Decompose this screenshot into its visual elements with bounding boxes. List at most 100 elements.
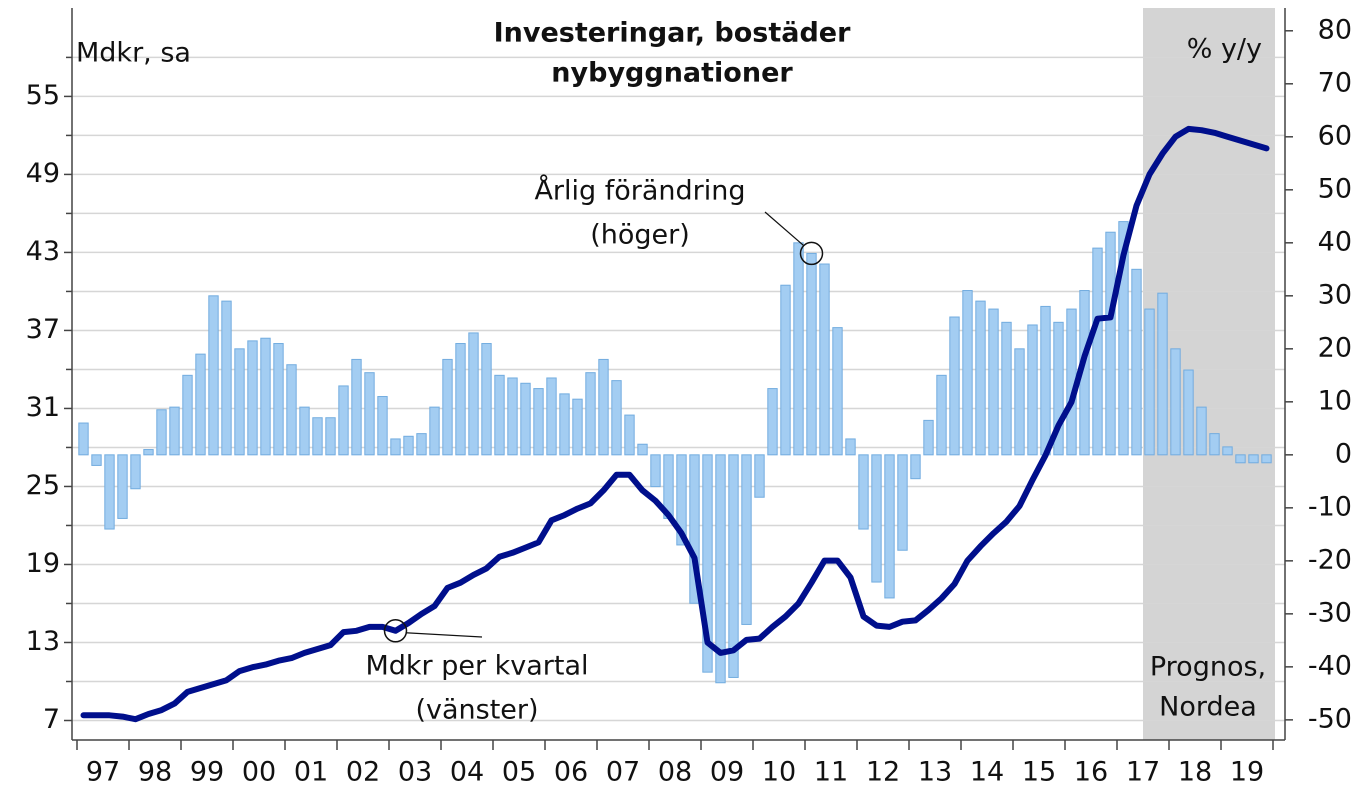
bar	[299, 406, 310, 456]
bar	[429, 406, 440, 456]
x-tick-label: 08	[658, 757, 692, 788]
bar	[624, 414, 635, 456]
bar	[988, 308, 999, 456]
bar	[1092, 247, 1103, 456]
bar	[676, 454, 687, 546]
bar	[1222, 446, 1233, 456]
x-tick-label: 97	[86, 757, 120, 788]
bar	[169, 406, 180, 456]
bar	[91, 454, 102, 466]
bar	[364, 372, 375, 456]
y2-tick-label: 70	[1318, 67, 1352, 98]
bar	[1248, 454, 1259, 464]
bar	[247, 340, 258, 456]
bar	[286, 364, 297, 456]
bar	[130, 454, 141, 490]
bar	[572, 398, 583, 456]
x-tick-label: 02	[346, 757, 380, 788]
bar	[585, 372, 596, 456]
x-tick-label: 16	[1074, 757, 1108, 788]
bar	[741, 454, 752, 625]
callout-line	[405, 632, 483, 638]
y2-tick-label: -50	[1308, 703, 1352, 734]
y2-axis-label: % y/y	[1187, 34, 1262, 65]
bar	[910, 454, 921, 480]
forecast-label: Prognos,	[1150, 652, 1266, 683]
bar	[468, 332, 479, 456]
bar	[1118, 221, 1129, 456]
callout-line	[764, 211, 804, 246]
bar	[1053, 321, 1064, 456]
bar	[312, 417, 323, 456]
bar	[923, 419, 934, 456]
bar	[1235, 454, 1246, 464]
bar	[806, 252, 817, 456]
y2-tick-label: -10	[1308, 491, 1352, 522]
bar	[1131, 268, 1142, 456]
x-tick-label: 19	[1230, 757, 1264, 788]
y2-tick-label: -40	[1308, 650, 1352, 681]
y2-tick-label: -30	[1308, 597, 1352, 628]
bar	[1209, 433, 1220, 456]
x-tick-label: 07	[606, 757, 640, 788]
bar	[221, 300, 232, 456]
annotation: (vänster)	[415, 695, 538, 726]
bar	[234, 348, 245, 456]
x-tick-label: 98	[138, 757, 172, 788]
bar	[338, 385, 349, 456]
x-tick-label: 12	[866, 757, 900, 788]
x-tick-label: 15	[1022, 757, 1056, 788]
bar	[1001, 321, 1012, 456]
y-tick-label: 37	[26, 314, 60, 345]
bar	[78, 422, 89, 456]
bar	[845, 438, 856, 456]
bar	[819, 263, 830, 456]
bar	[494, 374, 505, 456]
x-tick-label: 01	[294, 757, 328, 788]
bar	[533, 388, 544, 456]
x-tick-label: 18	[1178, 757, 1212, 788]
callout-circle	[383, 619, 408, 643]
bar	[195, 353, 206, 456]
bar	[143, 449, 154, 456]
bar	[455, 343, 466, 456]
bar	[182, 374, 193, 456]
x-tick-label: 06	[554, 757, 588, 788]
bar	[689, 454, 700, 604]
bar	[1183, 369, 1194, 456]
y2-tick-label: 0	[1335, 438, 1352, 469]
bar	[884, 454, 895, 599]
bar	[767, 388, 778, 456]
bar	[598, 358, 609, 456]
labels-layer: Investeringar, bostäder nybyggnationer M…	[26, 14, 1352, 787]
x-tick-label: 05	[502, 757, 536, 788]
bar	[962, 290, 973, 456]
bar	[390, 438, 401, 456]
bar	[858, 454, 869, 530]
y2-tick-label: 60	[1318, 120, 1352, 151]
bar	[351, 358, 362, 456]
x-tick-label: 00	[242, 757, 276, 788]
x-tick-label: 99	[190, 757, 224, 788]
bar	[377, 396, 388, 456]
bar	[1040, 305, 1051, 456]
bar	[949, 316, 960, 456]
bar	[650, 454, 661, 488]
bar	[1105, 231, 1116, 456]
bar	[117, 454, 128, 519]
y2-tick-label: -20	[1308, 544, 1352, 575]
bar	[507, 377, 518, 456]
y-tick-label: 49	[26, 158, 60, 189]
y-tick-label: 25	[26, 470, 60, 501]
y2-tick-label: 50	[1318, 173, 1352, 204]
forecast-label: Nordea	[1159, 692, 1257, 723]
bar	[104, 454, 115, 530]
bar	[637, 443, 648, 456]
bar	[832, 327, 843, 456]
bar	[156, 409, 167, 456]
marks-layer	[78, 125, 1272, 723]
y-axis-label: Mdkr, sa	[76, 38, 191, 69]
bar	[754, 454, 765, 498]
annotation: Årlig förändring	[534, 175, 745, 207]
